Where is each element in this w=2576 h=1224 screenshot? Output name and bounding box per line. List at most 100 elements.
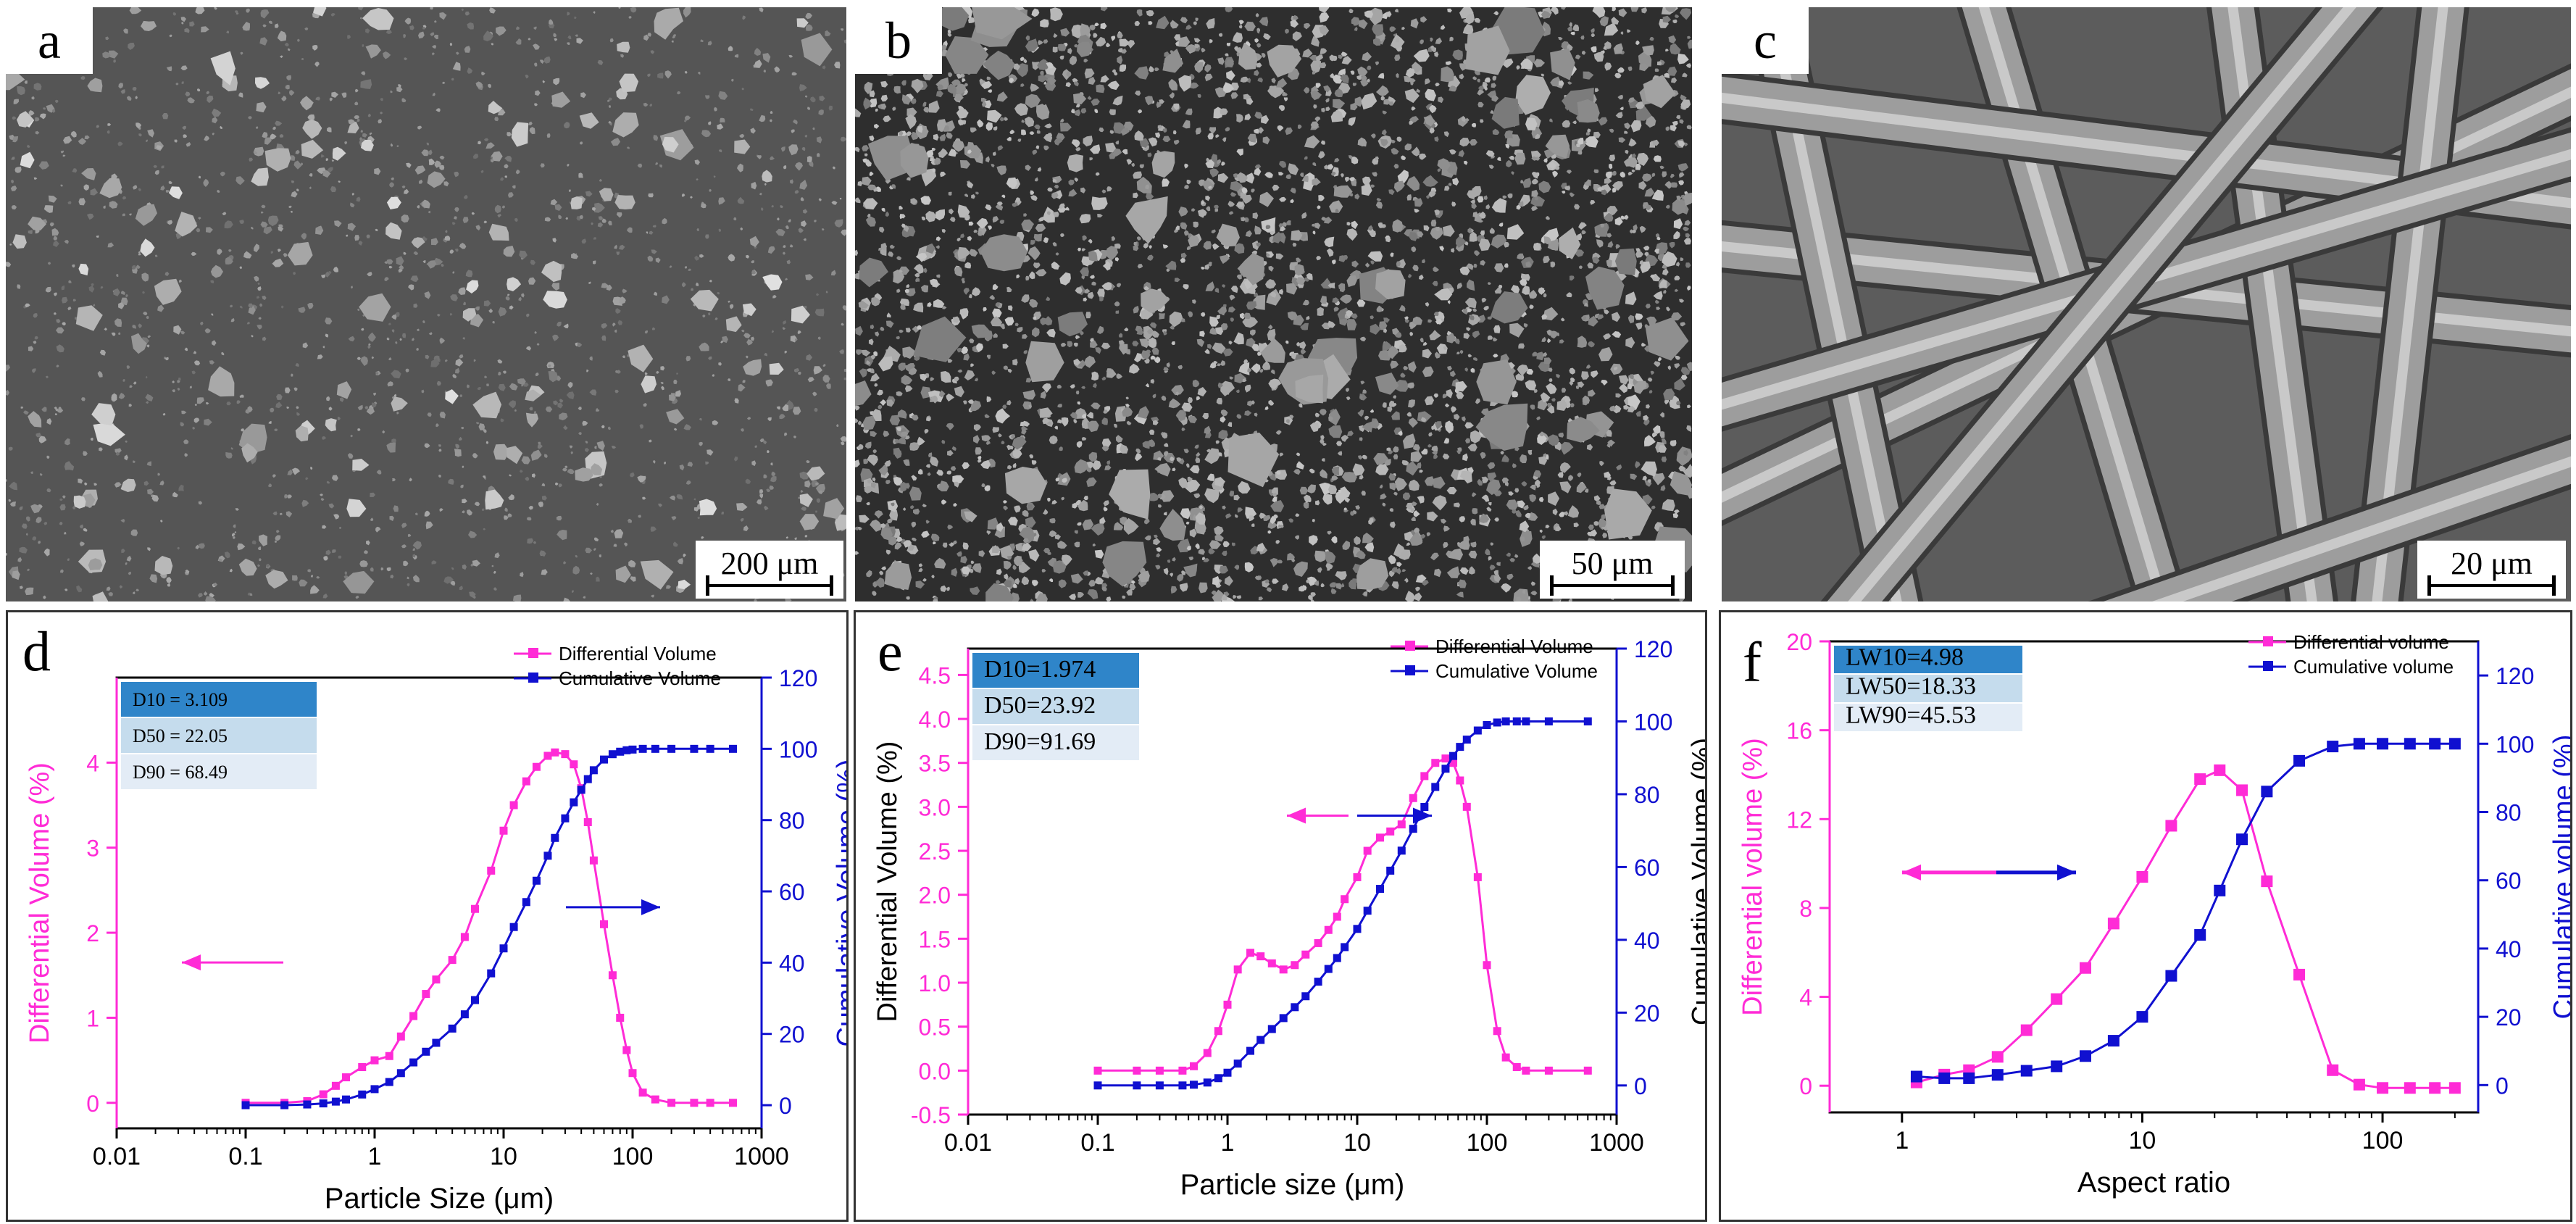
x-tick-label: 0.1 (1080, 1129, 1114, 1157)
data-point-cumulative (1341, 943, 1349, 952)
data-point-cumulative (2353, 738, 2365, 750)
data-point-differential (1522, 1066, 1530, 1075)
data-point-differential (1441, 754, 1450, 763)
data-point-differential (1363, 846, 1372, 855)
data-point-differential (1386, 827, 1395, 836)
x-tick-label: 1000 (734, 1143, 789, 1170)
x-tick-label: 0.01 (93, 1143, 141, 1170)
legend-swatch-marker (528, 673, 538, 683)
scale-bar-b-text: 50 μm (1571, 546, 1654, 581)
y-right-tick-label: 60 (779, 879, 805, 905)
stats-row: LW10=4.98 (1846, 644, 1964, 670)
data-point-differential (385, 1052, 393, 1060)
data-point-cumulative (2079, 1050, 2091, 1062)
legend-label: Differential Volume (559, 643, 717, 665)
data-point-differential (1512, 1062, 1521, 1071)
data-point-cumulative (522, 898, 530, 907)
data-point-cumulative (1522, 717, 1530, 725)
data-point-differential (2051, 993, 2063, 1005)
data-point-differential (1314, 938, 1322, 947)
data-point-differential (422, 990, 430, 999)
data-point-differential (1991, 1051, 2004, 1063)
data-point-differential (1267, 959, 1276, 967)
data-point-differential (1420, 772, 1429, 780)
y-right-axis-title: Cumulative volume (%) (2548, 735, 2570, 1020)
data-point-cumulative (1386, 866, 1395, 875)
stats-row: D10 = 3.109 (133, 689, 228, 710)
data-point-differential (471, 904, 480, 913)
y-right-tick-label: 100 (2496, 731, 2534, 757)
data-point-cumulative (706, 744, 714, 753)
data-point-cumulative (1246, 1046, 1255, 1055)
data-point-cumulative (583, 775, 592, 783)
data-point-differential (1190, 1062, 1199, 1070)
data-point-differential (608, 971, 617, 980)
data-point-cumulative (2107, 1035, 2119, 1047)
data-point-cumulative (638, 744, 647, 753)
data-point-cumulative (1353, 925, 1362, 933)
data-point-cumulative (2448, 738, 2461, 750)
panel-label-f: f (1743, 630, 1762, 694)
data-point-differential (2236, 784, 2248, 796)
data-point-differential (2377, 1082, 2389, 1094)
y-right-tick-label: 0 (2496, 1073, 2509, 1099)
data-point-cumulative (690, 744, 699, 753)
data-point-cumulative (1462, 736, 1471, 744)
data-point-cumulative (1431, 783, 1440, 791)
x-tick-label: 1000 (1589, 1129, 1644, 1157)
data-point-differential (342, 1073, 351, 1082)
data-point-cumulative (1493, 718, 1501, 727)
data-point-differential (1246, 949, 1255, 957)
series-line-differential (246, 751, 733, 1104)
x-axis-title: Particle size (μm) (1180, 1169, 1405, 1201)
y-left-tick-label: 2.5 (919, 838, 951, 865)
data-point-cumulative (1910, 1070, 1922, 1083)
data-point-differential (1341, 895, 1349, 904)
data-point-cumulative (622, 746, 631, 754)
data-point-differential (1133, 1066, 1141, 1075)
y-left-tick-label: 1 (86, 1005, 99, 1031)
data-point-cumulative (1963, 1072, 1975, 1084)
legend-swatch-marker (1405, 665, 1415, 675)
x-tick-label: 100 (2362, 1127, 2404, 1154)
data-point-cumulative (589, 766, 598, 775)
x-axis-title: Particle Size (μm) (325, 1183, 554, 1215)
data-point-cumulative (358, 1090, 367, 1099)
data-point-cumulative (1501, 717, 1510, 725)
data-point-cumulative (2136, 1011, 2148, 1023)
data-point-cumulative (319, 1099, 328, 1108)
scale-bar-a: 200 μm (696, 541, 843, 599)
arrow-right-axis-head (1413, 807, 1432, 824)
data-point-differential (600, 920, 609, 928)
data-point-cumulative (1203, 1078, 1212, 1087)
x-tick-label: 1 (368, 1143, 382, 1170)
data-point-differential (2353, 1078, 2365, 1091)
data-point-differential (319, 1090, 328, 1099)
panel-label-a: a (6, 7, 93, 74)
chart-panel-d: d 0.01 0.1 1 10 100 1000 0 1 2 3 4 0 20 40 60 80 100 120 Pa… (6, 610, 849, 1222)
y-left-tick-label: 1.5 (919, 926, 951, 952)
y-right-tick-label: 20 (1634, 1000, 1660, 1026)
y-left-tick-label: 2 (86, 920, 99, 946)
data-point-differential (1493, 1027, 1501, 1036)
data-point-differential (1324, 925, 1333, 934)
y-left-tick-label: 20 (1786, 629, 1812, 655)
stats-row: LW50=18.33 (1846, 673, 1976, 699)
data-point-differential (2261, 875, 2273, 888)
data-point-differential (460, 933, 469, 941)
legend-label: Cumulative Volume (559, 667, 721, 689)
particle-texture (6, 7, 846, 601)
chart-panel-e: e 0.01 0.1 1 10 100 1000 -0.5 0.0 0.5 1.0 1.5 2.0 2.5… (854, 610, 1707, 1222)
data-point-cumulative (1512, 717, 1521, 725)
data-point-differential (1291, 961, 1299, 970)
data-point-cumulative (471, 996, 480, 1004)
data-point-differential (1279, 965, 1288, 974)
x-tick-label: 10 (1343, 1129, 1371, 1157)
data-point-cumulative (1324, 965, 1333, 973)
x-axis-title: Aspect ratio (2077, 1167, 2230, 1199)
data-point-differential (690, 1099, 699, 1107)
chart-d-svg: d0.01 0.1 1 10 100 100001234020406080100120Pa… (22, 620, 846, 1215)
data-point-cumulative (1363, 907, 1372, 915)
data-point-differential (1203, 1049, 1212, 1057)
y-right-tick-label: 120 (2496, 663, 2534, 689)
